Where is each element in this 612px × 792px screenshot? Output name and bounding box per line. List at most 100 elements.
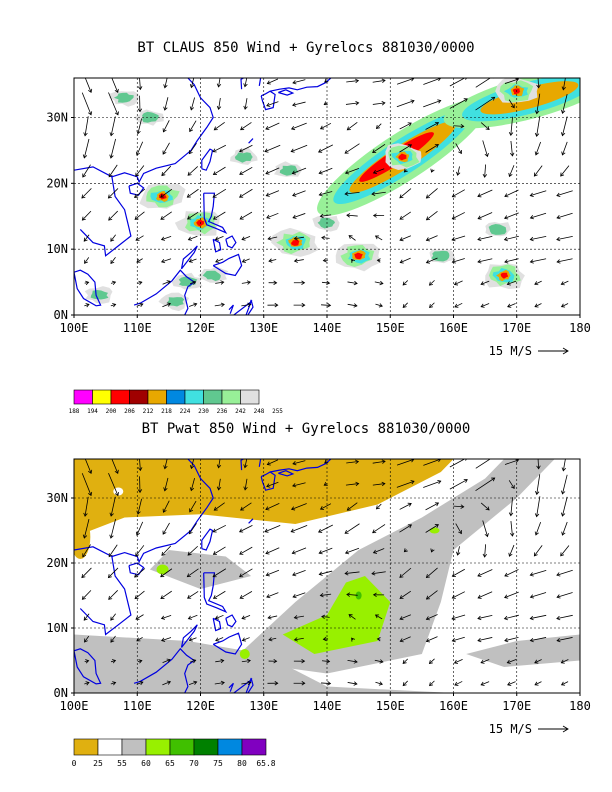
x-tick-label: 160E [439,321,468,335]
colorbar-level-label: 65.8 [256,759,275,768]
coastline [278,89,295,96]
chart-panel-1: 100E 110E 120E 130E 140E 150E 160E 170E 180 0N 10N… [46,77,591,415]
y-tick-label: 20N [46,556,68,570]
moisture-region [429,527,440,534]
cloud-region [113,92,134,103]
x-tick-label: 110E [123,699,152,713]
x-tick-label: 140E [313,321,342,335]
colorbar-level-label: 248 [254,408,265,415]
coastline [225,614,237,628]
colorbar: 188 194 200 206 212 218 224 230 236 242 248 255 [69,389,283,415]
coastline [74,648,102,685]
colorbar-level-label: 80 [237,759,247,768]
y-tick-label: 30N [46,491,68,505]
vector-reference-arrow [562,725,569,733]
cloud-region [354,252,363,260]
coastline [74,166,132,257]
colorbar-level-label: 194 [87,408,98,415]
chart-panel-2: 100E 110E 120E 130E 140E 150E 160E 170E 180 0N 10N… [46,458,591,768]
y-tick-label: 10N [46,242,68,256]
x-tick-label: 170E [502,321,531,335]
coastline [212,253,243,277]
wind-vectors [81,78,573,309]
coastline [228,682,234,692]
x-tick-label: 100E [60,321,89,335]
coastline [133,269,196,315]
colorbar-level-label: 212 [143,408,154,415]
x-tick-label: 120E [186,321,215,335]
chart-title-bottom: BT Pwat 850 Wind + Gyrelocs 881030/0000 [141,421,471,437]
moisture-region [466,634,580,667]
colorbar-level-label: 200 [106,408,117,415]
moisture-region [74,515,91,559]
colorbar-level-label: 236 [217,408,228,415]
colorbar-level-label: 224 [180,408,191,415]
colorbar-swatch [203,389,223,405]
cloud-region [202,270,221,282]
vector-reference-label: 15 M/S [489,722,532,736]
coastline [278,470,295,477]
colorbar-swatch [129,389,149,405]
colorbar-level-label: 230 [198,408,209,415]
colorbar-swatch [73,389,93,405]
coastline [180,245,198,270]
x-tick-label: 130E [249,321,278,335]
colorbar-swatch [221,389,241,405]
x-tick-label: 110E [123,321,152,335]
coastline [74,269,102,307]
cloud-region [234,152,253,163]
x-tick-label: 130E [249,699,278,713]
coastline [269,459,332,473]
colorbar-swatch [73,738,99,756]
colorbar: 0 25 55 60 65 70 75 80 65.8 [72,738,276,768]
coastline [228,304,234,314]
cloud-region [488,224,507,235]
x-tick-label: 150E [376,321,405,335]
colorbar-swatch [166,389,186,405]
x-tick-label: 150E [376,699,405,713]
y-tick-label: 20N [46,176,68,190]
coastline [201,528,214,551]
colorbar-swatch [193,738,219,756]
plot-area [74,78,580,315]
x-tick-label: 170E [502,699,531,713]
x-tick-label: 120E [186,699,215,713]
coastline [133,647,196,693]
colorbar-level-label: 75 [213,759,223,768]
moisture-region [239,649,250,659]
colorbar-swatch [121,738,147,756]
coastline [203,572,228,614]
coastline [232,678,253,693]
x-tick-label: 100E [60,699,89,713]
colorbar-swatch [184,389,204,405]
cloud-region [167,297,185,307]
colorbar-level-label: 25 [93,759,103,768]
colorbar-swatch [217,738,243,756]
coastline [258,459,262,467]
colorbar-swatch [145,738,171,756]
colorbar-level-label: 60 [141,759,151,768]
cloud-region [178,276,198,288]
cloud-region [90,290,109,300]
coastline [111,459,214,564]
y-tick-label: 30N [46,111,68,125]
colorbar-swatch [240,389,260,405]
cloud-region [398,153,407,161]
colorbar-level-label: 218 [161,408,172,415]
coastline [248,138,254,144]
moisture-region [232,459,555,674]
y-tick-label: 10N [46,621,68,635]
moisture-region [282,576,391,654]
coastline [203,192,228,235]
colorbar-swatch [97,738,123,756]
coastline [74,546,132,636]
coastline [212,617,222,632]
coastline [111,78,214,184]
x-tick-label: 140E [313,699,342,713]
coastline [240,78,244,90]
y-tick-label: 0N [54,308,68,322]
x-tick-label: 180 [569,699,591,713]
coastline [258,78,262,86]
chart-title-top: BT CLAUS 850 Wind + Gyrelocs 881030/0000 [137,40,475,56]
